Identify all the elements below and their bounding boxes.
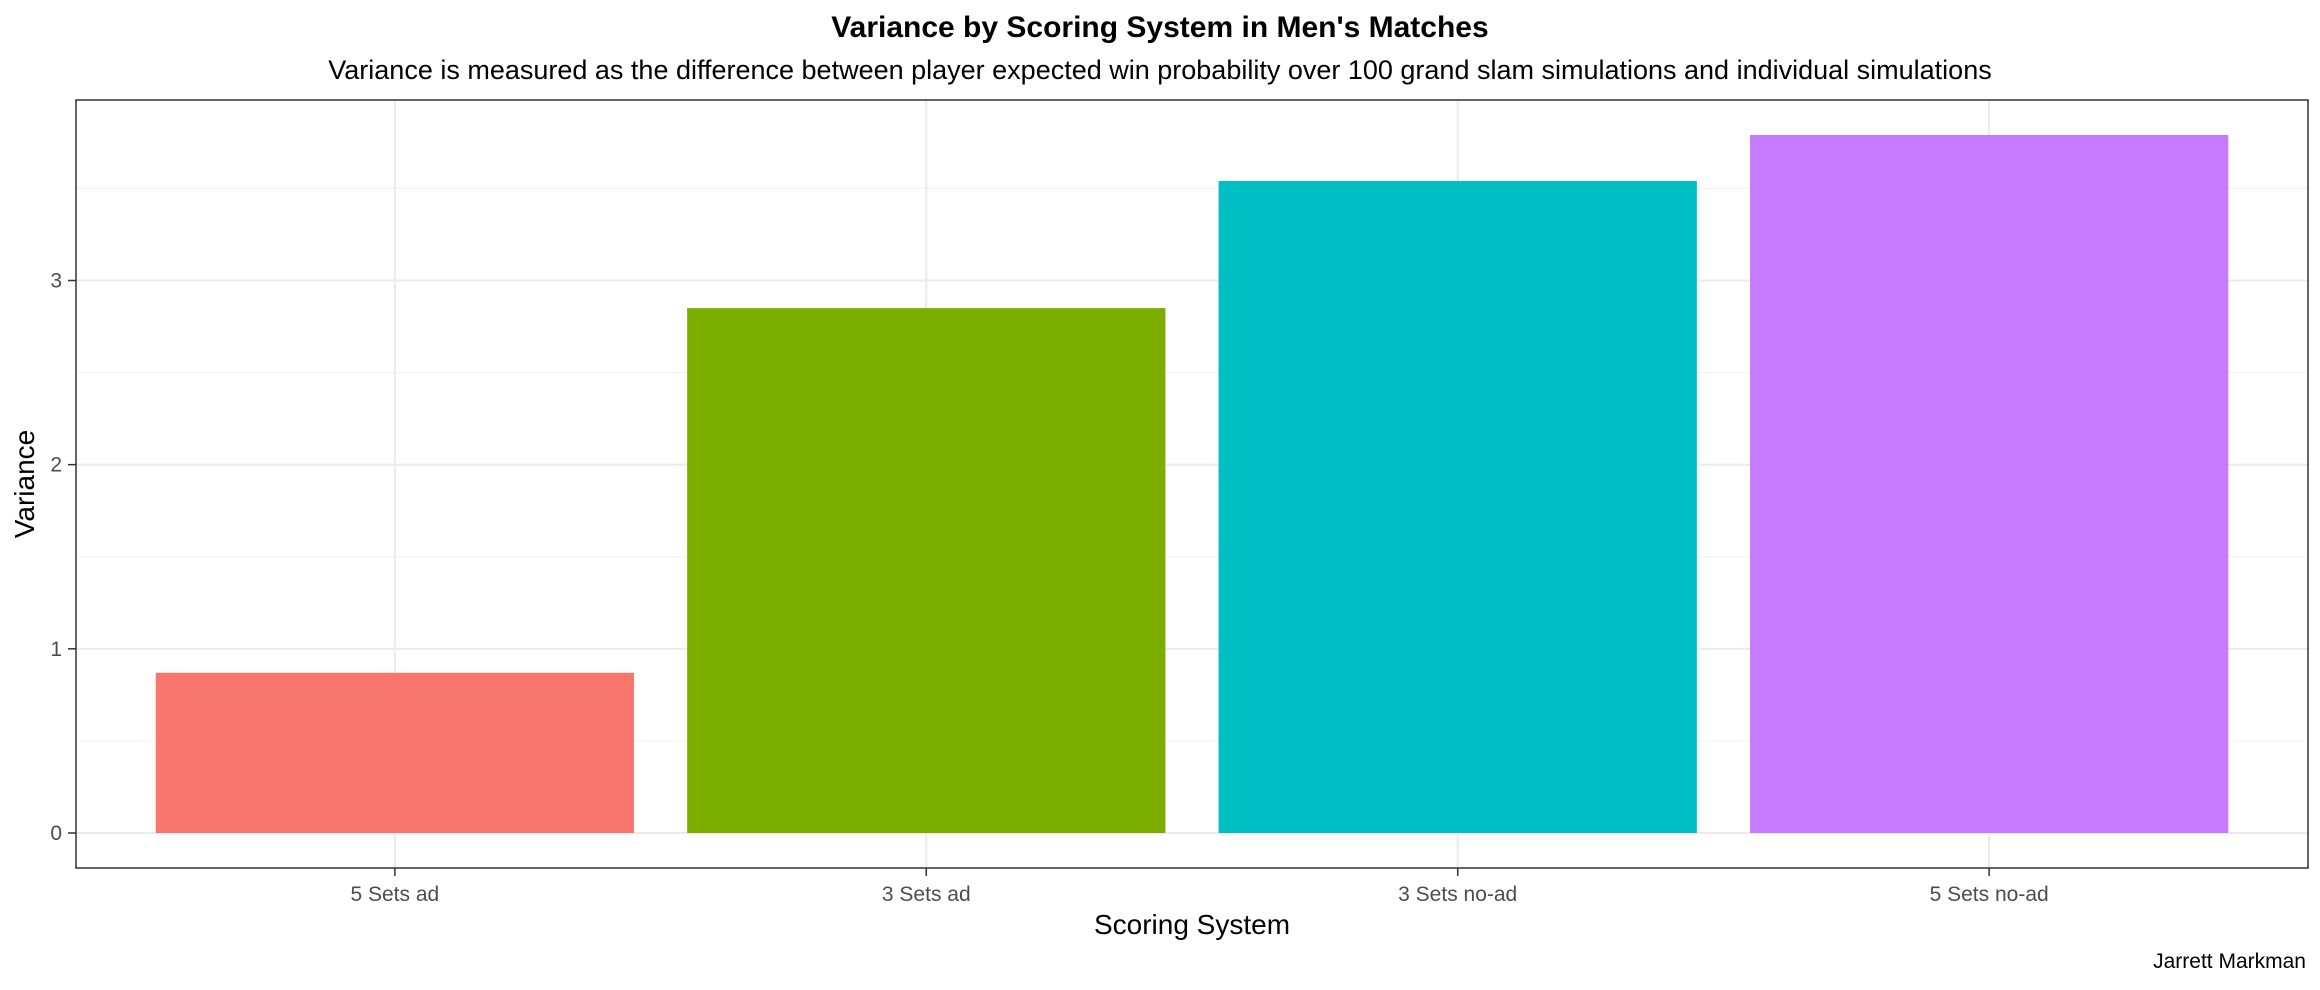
bar bbox=[1218, 181, 1697, 834]
chart-subtitle: Variance is measured as the difference b… bbox=[328, 55, 1992, 85]
chart-caption: Jarrett Markman bbox=[2153, 950, 2306, 973]
panel-border bbox=[75, 99, 2309, 869]
x-tick-label: 5 Sets ad bbox=[350, 883, 439, 906]
bar bbox=[687, 308, 1166, 834]
x-tick-label: 3 Sets ad bbox=[882, 883, 971, 906]
x-tick-label: 3 Sets no-ad bbox=[1398, 883, 1517, 906]
bars bbox=[155, 134, 2229, 834]
y-axis-title: Variance bbox=[9, 430, 40, 538]
y-tick-label: 1 bbox=[50, 638, 62, 661]
y-tick-label: 0 bbox=[50, 822, 62, 845]
x-axis-title: Scoring System bbox=[1094, 909, 1290, 940]
x-tick-label: 5 Sets no-ad bbox=[1930, 883, 2049, 906]
y-tick-label: 2 bbox=[50, 454, 62, 477]
tick-labels: 0 1 2 3 5 Sets ad 3 Sets ad 3 Sets no-ad 5 Sets… bbox=[50, 269, 2048, 906]
bar bbox=[1750, 134, 2229, 834]
y-tick-label: 3 bbox=[50, 269, 62, 292]
bar bbox=[155, 672, 634, 834]
chart-title: Variance by Scoring System in Men's Matc… bbox=[831, 11, 1489, 44]
axis-ticks bbox=[68, 279, 1990, 876]
